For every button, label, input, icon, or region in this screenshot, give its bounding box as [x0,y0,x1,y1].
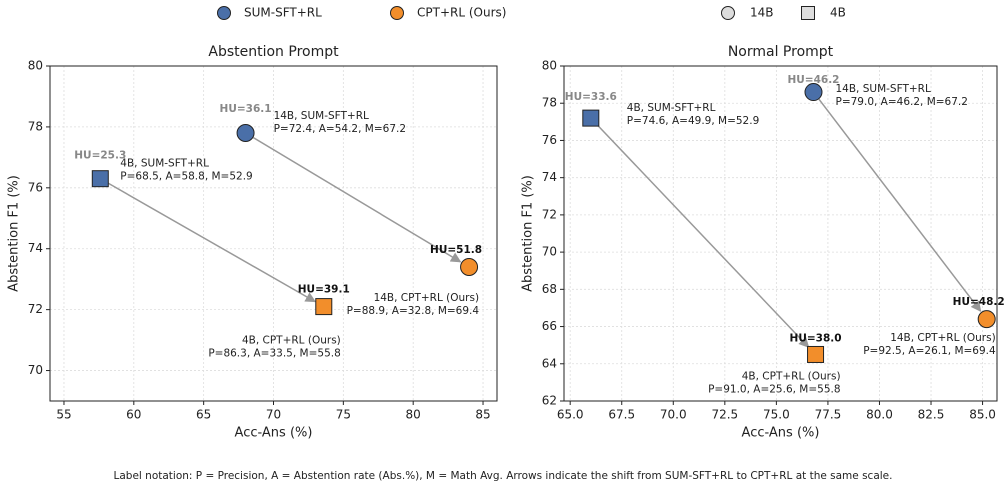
legend-swatch [390,6,404,20]
hu-label: HU=33.6 [565,91,617,103]
x-tick-label: 60 [126,408,141,422]
point-detail: 14B, CPT+RL (Ours) [374,292,480,304]
x-tick-label: 65.0 [557,408,584,422]
y-tick-label: 80 [542,59,557,73]
x-tick-label: 75 [336,408,351,422]
footnote: Label notation: P = Precision, A = Abste… [114,470,893,482]
x-tick-label: 70.0 [660,408,687,422]
point [977,310,996,329]
point-detail: 4B, CPT+RL (Ours) [242,335,341,347]
y-tick-label: 70 [542,245,557,259]
plot-frame [563,65,998,402]
x-tick-label: 85 [475,408,490,422]
point-detail: P=86.3, A=33.5, M=55.8 [208,348,340,360]
x-tick-label: 77.5 [815,408,842,422]
point-detail: P=92.5, A=26.1, M=69.4 [863,345,996,357]
point-detail: 14B, SUM-SFT+RL [274,110,369,122]
hu-label: HU=25.3 [74,150,126,162]
point-detail: 4B, SUM-SFT+RL [627,102,716,114]
point [315,298,333,316]
point [91,170,109,188]
legend-swatch [721,6,735,20]
hu-label: HU=48.2 [953,296,1005,308]
x-tick-label: 80.0 [866,408,893,422]
hu-label: HU=51.8 [430,244,482,256]
x-tick-label: 72.5 [711,408,738,422]
y-tick-label: 78 [542,96,557,110]
y-tick-label: 76 [28,180,43,194]
point-detail: P=74.6, A=49.9, M=52.9 [627,115,759,127]
point-detail: 14B, SUM-SFT+RL [835,83,930,95]
y-tick-label: 74 [542,170,557,184]
point-detail: P=68.5, A=58.8, M=52.9 [120,171,252,183]
hu-label: HU=36.1 [220,103,272,115]
point-detail: P=72.4, A=54.2, M=67.2 [274,123,406,135]
hu-label: HU=46.2 [787,74,839,86]
point [582,109,600,127]
y-tick-label: 62 [542,394,557,408]
x-tick-label: 82.5 [918,408,945,422]
y-tick-label: 66 [542,319,557,333]
x-tick-label: 55 [56,408,71,422]
shift-arrow [107,182,317,303]
legend-label: SUM-SFT+RL [244,6,322,20]
y-tick-label: 72 [542,207,557,221]
y-tick-label: 70 [28,363,43,377]
legend-swatch [801,6,815,20]
y-tick-label: 72 [28,302,43,316]
point-detail: 14B, CPT+RL (Ours) [890,332,996,344]
x-tick-label: 70 [266,408,281,422]
point-detail: P=91.0, A=25.6, M=55.8 [708,383,840,395]
point [804,83,823,102]
point [807,345,825,363]
x-axis-label: Acc-Ans (%) [235,426,313,441]
y-axis-label: Abstention F1 (%) [7,175,22,292]
point [236,124,255,142]
y-tick-label: 78 [28,119,43,133]
point-detail: P=79.0, A=46.2, M=67.2 [835,96,967,108]
legend-label: CPT+RL (Ours) [417,6,506,20]
plot-frame [49,65,498,402]
y-tick-label: 80 [28,59,43,73]
point-detail: 4B, SUM-SFT+RL [120,158,209,170]
legend-label: 14B [750,6,774,20]
x-tick-label: 65 [196,408,211,422]
point [460,258,479,276]
legend-label: 4B [830,6,846,20]
x-tick-label: 80 [406,408,421,422]
legend-swatch [217,6,231,20]
shift-arrow [596,124,810,348]
x-tick-label: 75.0 [763,408,790,422]
hu-label: HU=39.1 [298,284,350,296]
y-tick-label: 64 [542,356,557,370]
x-axis-label: Acc-Ans (%) [742,426,820,441]
x-tick-label: 85.0 [969,408,996,422]
shift-arrow [818,98,982,312]
y-tick-label: 68 [542,282,557,296]
chart-title: Normal Prompt [728,44,834,60]
x-tick-label: 67.5 [608,408,635,422]
y-axis-label: Abstention F1 (%) [521,175,536,292]
point-detail: P=88.9, A=32.8, M=69.4 [347,305,480,317]
y-tick-label: 74 [28,241,43,255]
y-tick-label: 76 [542,133,557,147]
point-detail: 4B, CPT+RL (Ours) [742,370,841,382]
chart-title: Abstention Prompt [208,44,339,60]
hu-label: HU=38.0 [790,332,842,344]
shift-arrow [252,136,462,263]
